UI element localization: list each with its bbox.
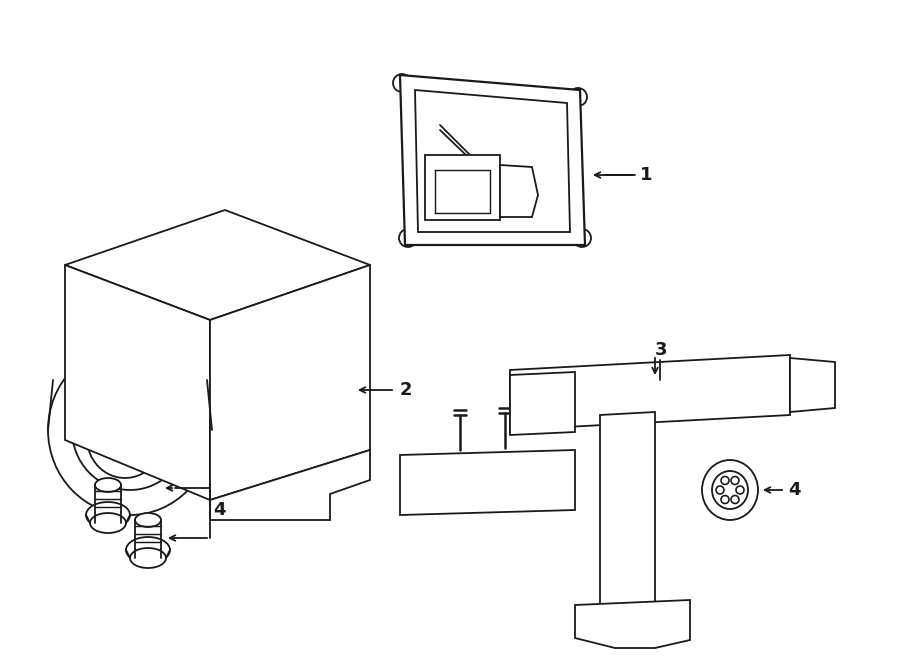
Ellipse shape (305, 390, 325, 406)
Text: 3: 3 (655, 341, 668, 359)
Polygon shape (210, 450, 370, 520)
Text: 4: 4 (788, 481, 800, 499)
Polygon shape (65, 265, 210, 500)
Ellipse shape (72, 370, 188, 490)
Polygon shape (575, 600, 690, 648)
Polygon shape (210, 265, 370, 500)
Polygon shape (400, 450, 575, 515)
Ellipse shape (614, 612, 646, 644)
Ellipse shape (573, 229, 591, 247)
Ellipse shape (255, 407, 275, 423)
Ellipse shape (135, 513, 161, 527)
Ellipse shape (125, 374, 155, 390)
Text: 2: 2 (400, 381, 412, 399)
Ellipse shape (702, 460, 758, 520)
Ellipse shape (532, 391, 558, 419)
Ellipse shape (190, 221, 210, 235)
Ellipse shape (255, 327, 275, 343)
Ellipse shape (86, 502, 130, 528)
Polygon shape (65, 210, 370, 320)
Ellipse shape (137, 412, 153, 428)
Ellipse shape (721, 477, 729, 485)
Polygon shape (435, 170, 490, 213)
Text: 4: 4 (213, 501, 226, 519)
Polygon shape (790, 358, 835, 412)
Ellipse shape (255, 367, 275, 383)
Ellipse shape (48, 345, 212, 515)
Ellipse shape (731, 496, 739, 504)
Polygon shape (600, 412, 655, 613)
Ellipse shape (163, 443, 177, 457)
Ellipse shape (798, 369, 826, 401)
Polygon shape (425, 155, 500, 220)
Ellipse shape (320, 424, 340, 440)
Ellipse shape (90, 513, 126, 533)
Polygon shape (400, 75, 585, 245)
Ellipse shape (198, 253, 212, 263)
Ellipse shape (140, 238, 160, 252)
Ellipse shape (305, 307, 325, 323)
Ellipse shape (107, 424, 143, 460)
Ellipse shape (87, 398, 163, 478)
Polygon shape (415, 90, 570, 232)
Ellipse shape (721, 496, 729, 504)
Ellipse shape (126, 537, 170, 563)
Ellipse shape (731, 477, 739, 485)
Ellipse shape (569, 88, 587, 106)
Ellipse shape (130, 548, 166, 568)
Ellipse shape (712, 471, 748, 509)
Polygon shape (510, 372, 575, 435)
Ellipse shape (95, 478, 121, 492)
Ellipse shape (399, 229, 417, 247)
Polygon shape (500, 165, 538, 217)
Ellipse shape (245, 238, 265, 252)
Ellipse shape (190, 255, 210, 269)
Text: 1: 1 (640, 166, 652, 184)
Ellipse shape (305, 352, 325, 368)
Polygon shape (510, 355, 790, 430)
Ellipse shape (148, 270, 162, 280)
Ellipse shape (393, 74, 411, 92)
Ellipse shape (736, 486, 744, 494)
Ellipse shape (716, 486, 724, 494)
